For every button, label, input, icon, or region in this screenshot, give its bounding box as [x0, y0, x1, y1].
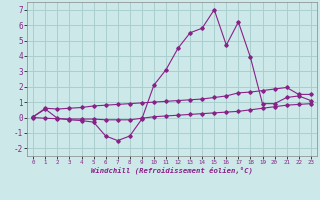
X-axis label: Windchill (Refroidissement éolien,°C): Windchill (Refroidissement éolien,°C)	[91, 167, 253, 174]
